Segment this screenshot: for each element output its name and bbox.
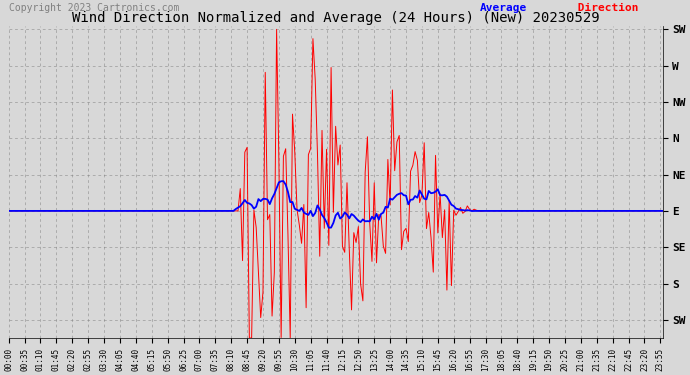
Text: Direction: Direction	[571, 3, 638, 13]
Text: Copyright 2023 Cartronics.com: Copyright 2023 Cartronics.com	[9, 3, 179, 13]
Title: Wind Direction Normalized and Average (24 Hours) (New) 20230529: Wind Direction Normalized and Average (2…	[72, 10, 600, 24]
Text: Average: Average	[480, 3, 526, 13]
